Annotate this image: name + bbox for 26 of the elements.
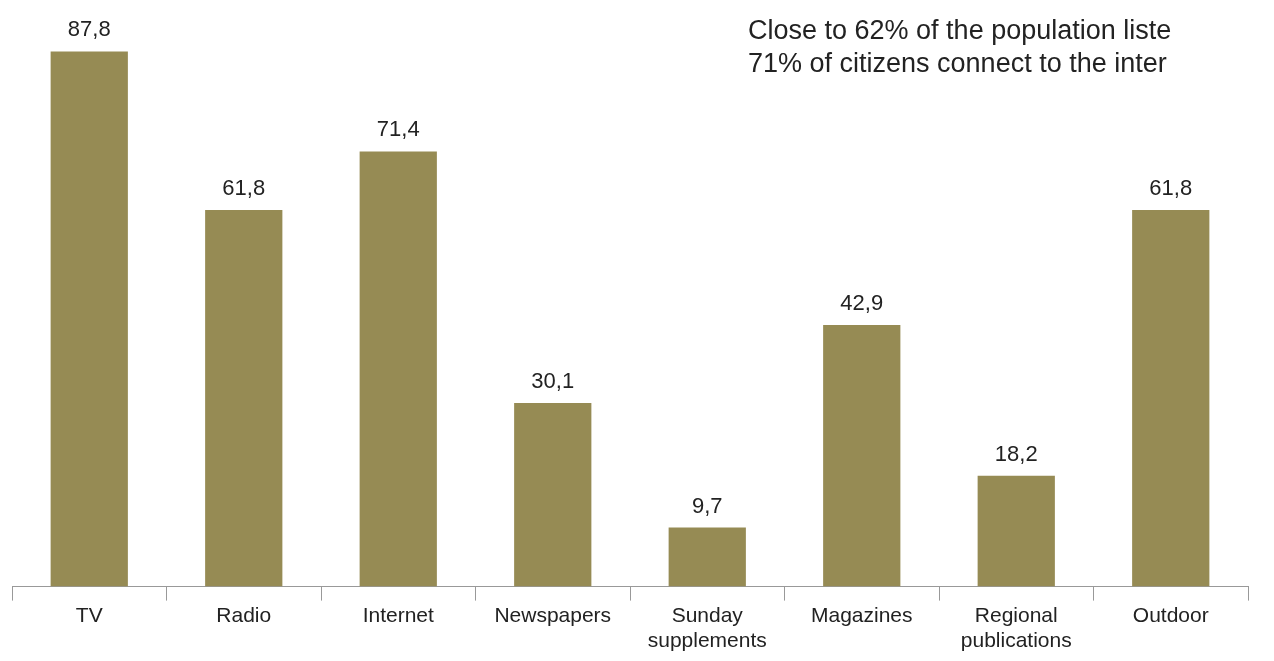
bar (823, 325, 901, 587)
x-tick-label: Internet (362, 603, 435, 626)
bar (205, 209, 283, 587)
x-tick-label: Magazines (810, 603, 913, 626)
bar (668, 527, 746, 587)
data-label: 61,8 (1149, 174, 1193, 200)
bar (1132, 209, 1210, 587)
data-label: 42,9 (840, 290, 884, 316)
data-label: 18,2 (994, 440, 1038, 466)
data-label: 61,8 (222, 174, 266, 200)
bar (359, 151, 437, 587)
x-tick-label: Radio (216, 603, 272, 626)
x-tick-label: Newspapers (494, 603, 612, 626)
data-label: 30,1 (531, 368, 575, 394)
data-label: 71,4 (376, 116, 420, 142)
x-tick-label: Sunday supplements (647, 603, 767, 652)
data-label: 87,8 (67, 16, 111, 42)
bar (514, 403, 592, 587)
annotation: 71% of citizens connect to the inter (748, 47, 1168, 80)
x-tick-label: Outdoor (1132, 603, 1209, 626)
data-label: 9,7 (691, 492, 723, 518)
x-tick-label: Regional publications (960, 603, 1072, 652)
bar (50, 51, 128, 587)
bar (977, 475, 1055, 587)
x-tick-label: TV (75, 603, 103, 626)
text: Close to 62% of the population liste (748, 14, 1172, 47)
